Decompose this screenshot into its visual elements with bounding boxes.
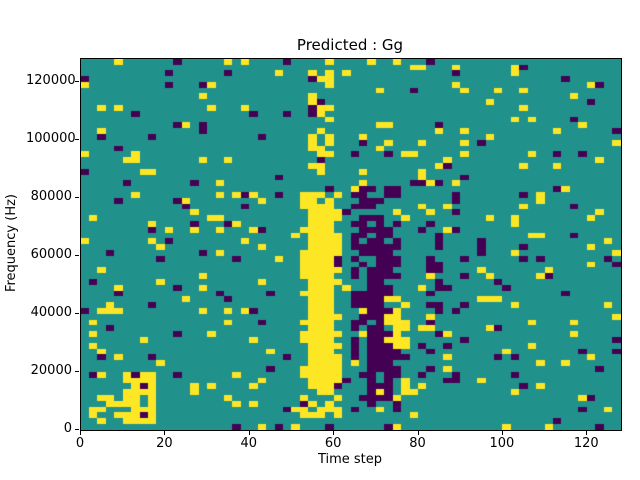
y-axis-label: Frequency (Hz) — [3, 194, 19, 293]
x-tick-label: 80 — [409, 436, 426, 451]
chart-title: Predicted : Gg — [296, 36, 404, 54]
y-tick-label: 120000 — [26, 73, 76, 89]
x-tick-mark — [80, 431, 81, 435]
x-tick-label: 40 — [240, 436, 258, 451]
y-tick-label: 20000 — [30, 363, 72, 379]
x-tick-mark — [333, 431, 335, 435]
x-tick-label: 100 — [489, 436, 515, 451]
y-tick-mark — [75, 197, 79, 199]
y-tick-mark — [75, 371, 79, 373]
plot-area — [80, 58, 622, 431]
y-tick-mark — [75, 81, 79, 83]
y-tick-label: 0 — [63, 421, 72, 436]
x-tick-label: 60 — [324, 436, 342, 451]
x-tick-label: 0 — [75, 436, 85, 451]
x-axis-label: Time step — [317, 452, 383, 467]
y-tick-mark — [75, 429, 79, 430]
y-tick-label: 80000 — [30, 189, 72, 205]
x-tick-label: 20 — [156, 436, 173, 451]
y-tick-label: 40000 — [30, 305, 72, 321]
y-tick-mark — [75, 139, 79, 141]
heatmap-canvas — [81, 59, 621, 430]
y-tick-mark — [75, 313, 79, 315]
x-tick-label: 120 — [573, 436, 599, 451]
x-tick-mark — [501, 431, 503, 435]
x-tick-mark — [248, 431, 250, 435]
y-axis-label-container: Frequency (Hz) — [2, 58, 20, 429]
y-tick-mark — [75, 255, 79, 257]
x-tick-mark — [417, 431, 419, 435]
y-tick-label: 60000 — [30, 247, 72, 263]
y-tick-label: 100000 — [26, 131, 76, 147]
x-tick-mark — [586, 431, 588, 435]
x-tick-mark — [164, 431, 166, 435]
